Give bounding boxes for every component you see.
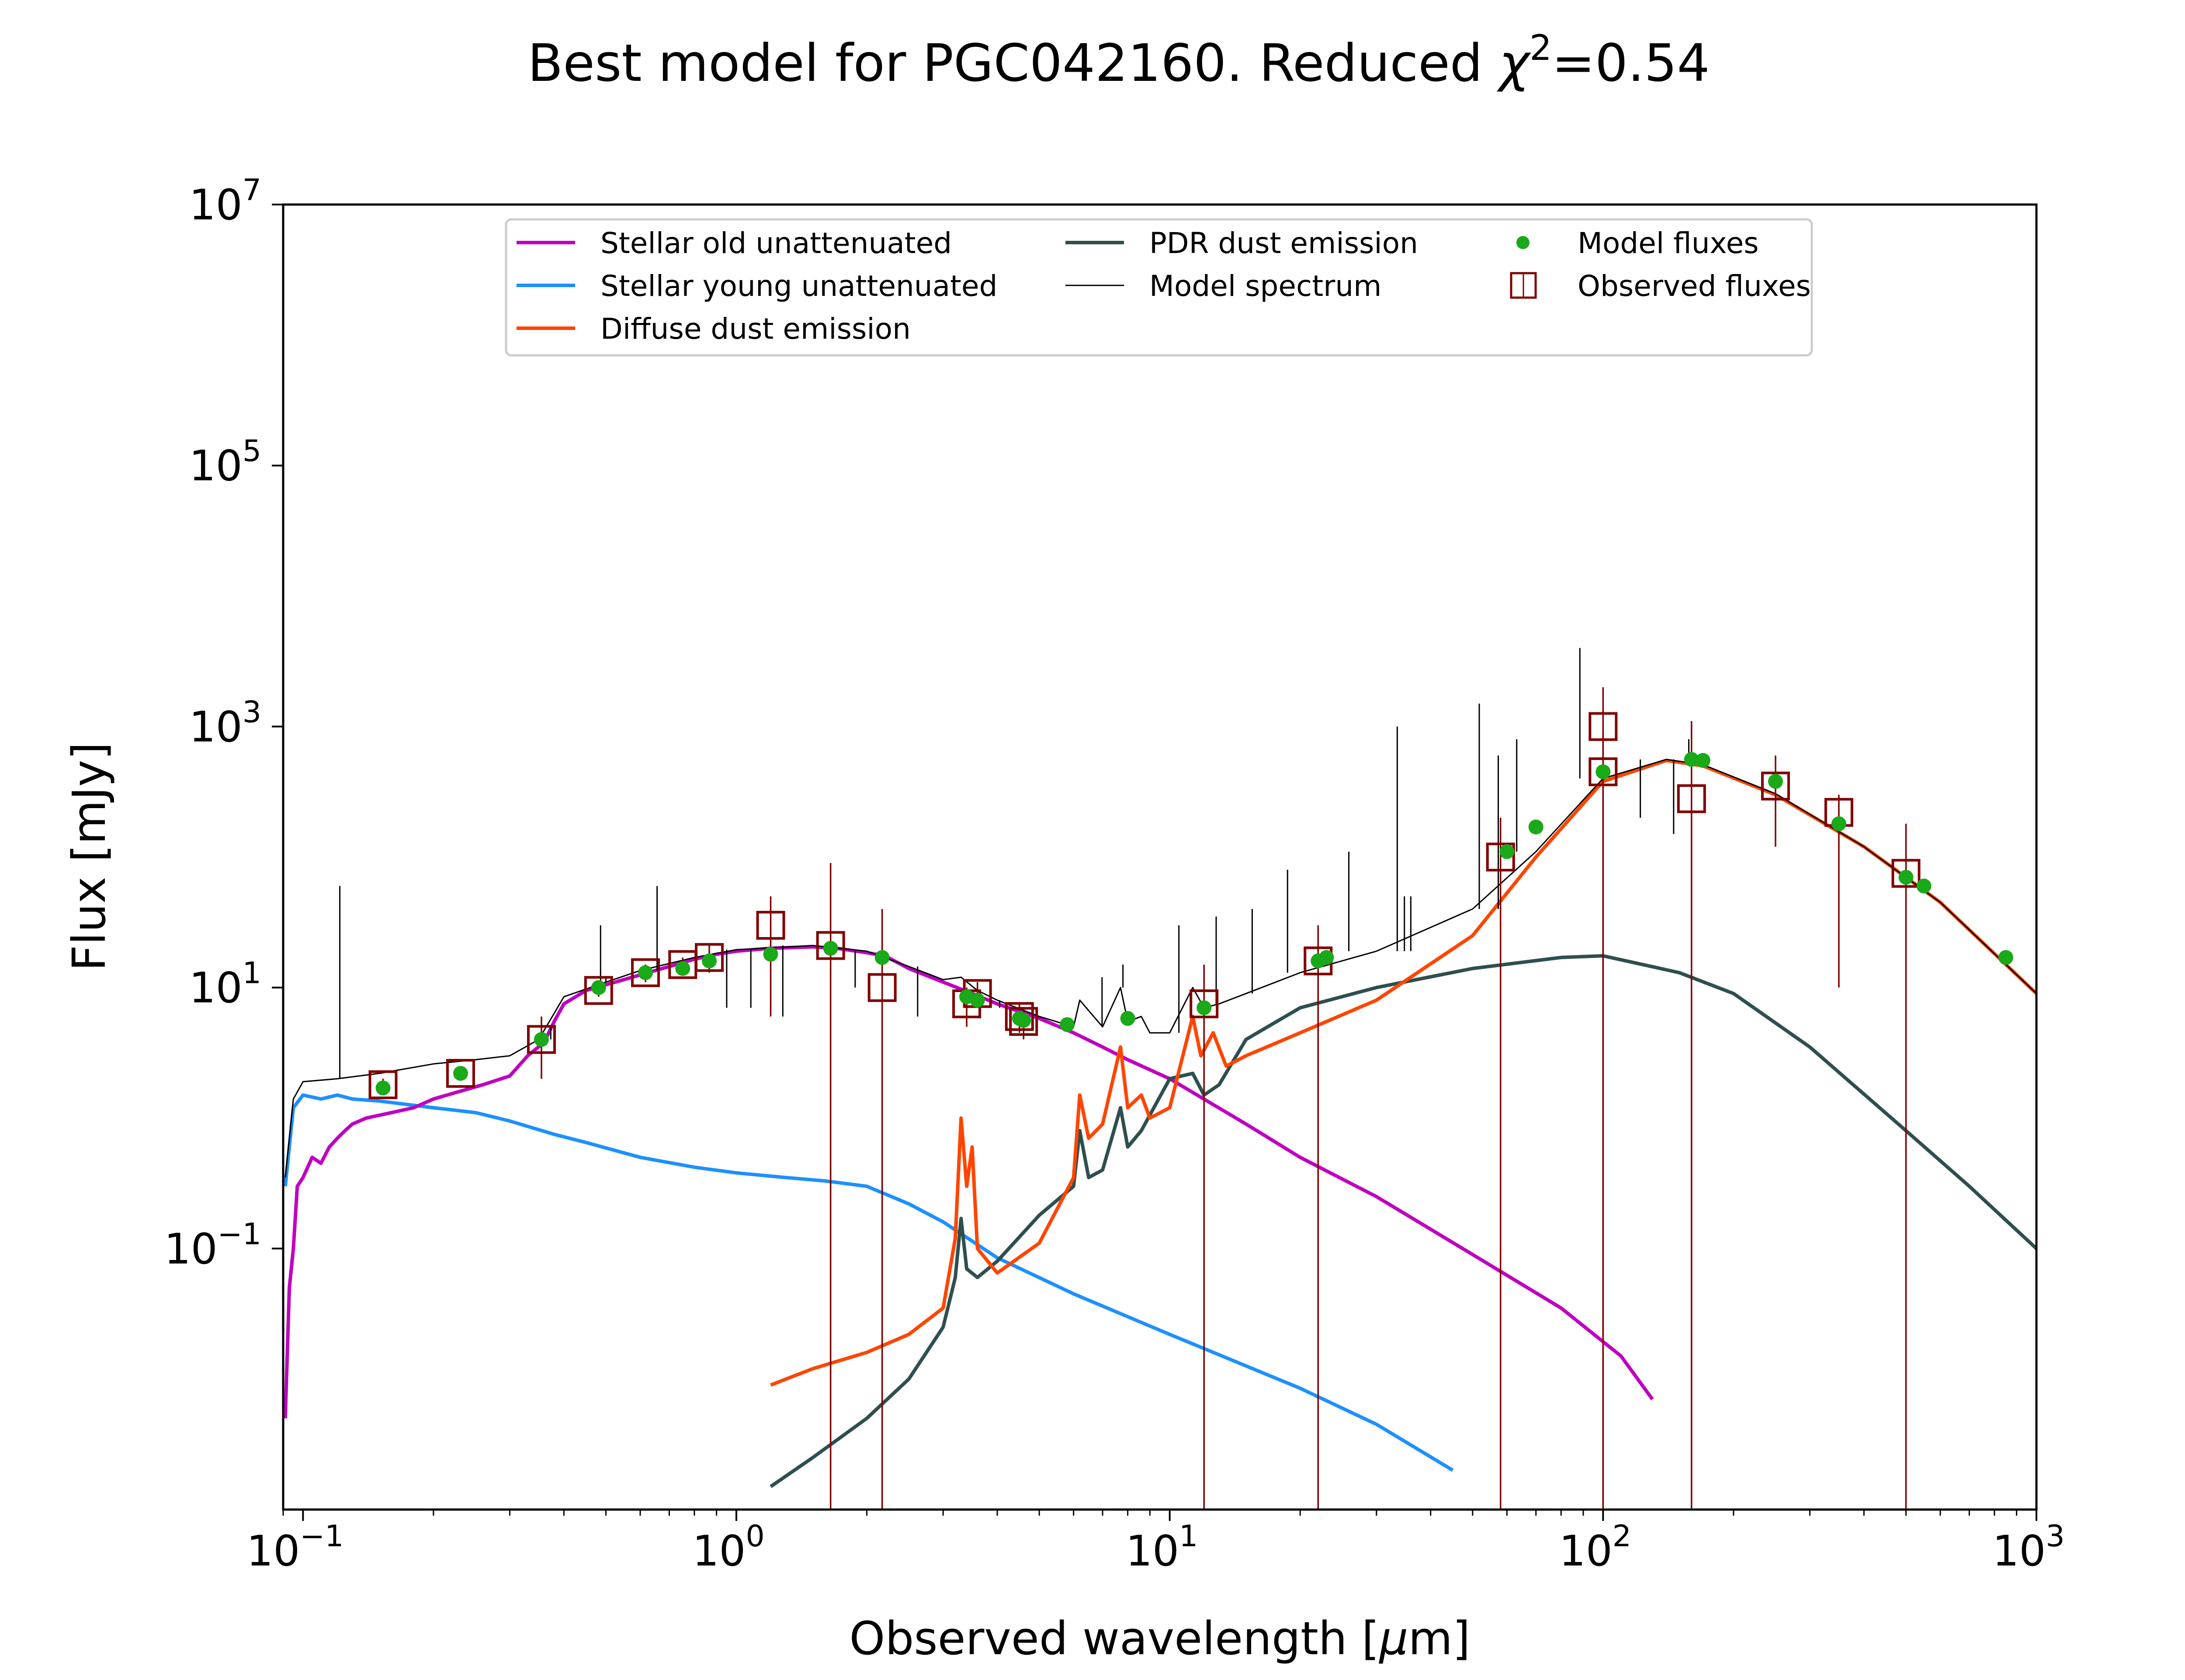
legend-label: Stellar young unattenuated [600,269,998,303]
y-tick-label: 101 [189,956,261,1013]
model-flux-point [1319,950,1334,965]
observed-flux-marker [527,1025,556,1054]
x-axis-label: Observed wavelength [μm] [850,1612,1471,1665]
observed-flux-marker [1588,757,1618,786]
model-flux-point [1016,1013,1031,1028]
observed-flux-marker [1005,1002,1034,1031]
chart-title: Best model for PGC042160. Reduced χ2=0.5… [527,28,1710,93]
model-flux-point [453,1066,468,1081]
model-flux-point [1684,752,1699,767]
model-flux-point [874,950,890,965]
model-flux-point [1120,1011,1135,1026]
x-tick-label: 101 [1126,1519,1198,1576]
observed-flux-marker [584,976,613,1005]
x-axis: 10−1 100 101 102 103 [246,1510,2065,1576]
observed-flux-marker [446,1059,475,1088]
series-line-pdr-dust-emission [770,954,2036,1488]
marker-layer [368,712,2014,1099]
observed-flux-marker [816,931,845,960]
model-flux-point [675,961,690,976]
observed-flux-marker [631,958,660,987]
model-flux-point [1060,1017,1075,1032]
y-axis-label: Flux [mJy] [62,742,116,971]
legend-label: PDR dust emission [1149,226,1418,260]
legend-box [505,218,1813,357]
legend: Stellar old unattenuated Stellar young un… [505,218,1813,357]
observed-flux-marker [1190,989,1219,1018]
model-flux-point [534,1032,549,1047]
model-flux-point [375,1080,391,1096]
legend-label: Diffuse dust emission [600,312,911,346]
model-flux-point [1898,870,1914,885]
model-flux-point [1768,774,1783,789]
series-line-stellar-young-unattenuated [283,1093,1454,1472]
observed-flux-marker [1588,712,1618,741]
x-tick-label: 103 [1992,1519,2064,1576]
model-flux-point [591,980,606,995]
model-flux-point [1595,764,1611,779]
y-tick-label: 107 [189,173,261,229]
model-flux-point [1528,819,1543,835]
plot-area [283,648,2036,1510]
series-line-stellar-old-unattenuated [283,945,1654,1419]
model-flux-point [763,947,778,962]
x-tick-label: 100 [692,1519,764,1576]
y-axis: 10−1 101 103 105 107 [164,173,283,1274]
observed-flux-marker [867,973,897,1002]
model-flux-point [638,965,653,980]
legend-label: Observed fluxes [1578,269,1811,303]
plot-frame [282,203,2038,1511]
observed-flux-marker [1761,771,1790,801]
y-tick-label: 103 [189,695,261,751]
observed-flux-marker [1891,859,1921,888]
legend-swatch [1516,236,1530,249]
legend-label: Stellar old unattenuated [600,226,952,260]
model-flux-point [1499,844,1515,859]
x-tick-label: 102 [1559,1519,1631,1576]
model-flux-point [970,993,985,1008]
observed-flux-marker [1677,784,1706,813]
model-flux-point [1916,878,1932,894]
observed-flux-marker [368,1070,398,1099]
x-tick-label: 10−1 [246,1519,343,1576]
model-flux-point [1998,950,2014,965]
observed-flux-marker [1009,1007,1038,1036]
model-flux-point [702,953,717,968]
observed-flux-marker [1486,843,1515,871]
legend-label: Model fluxes [1578,226,1759,260]
observed-flux-marker [756,911,785,940]
y-tick-label: 10−1 [164,1217,261,1274]
legend-label: Model spectrum [1149,269,1381,303]
model-flux-point [823,941,838,956]
y-tick-label: 105 [189,434,261,490]
model-flux-point [1197,1000,1212,1015]
model-flux-point [1831,816,1846,831]
model-flux-point [1695,753,1710,768]
observed-flux-marker [695,943,724,972]
